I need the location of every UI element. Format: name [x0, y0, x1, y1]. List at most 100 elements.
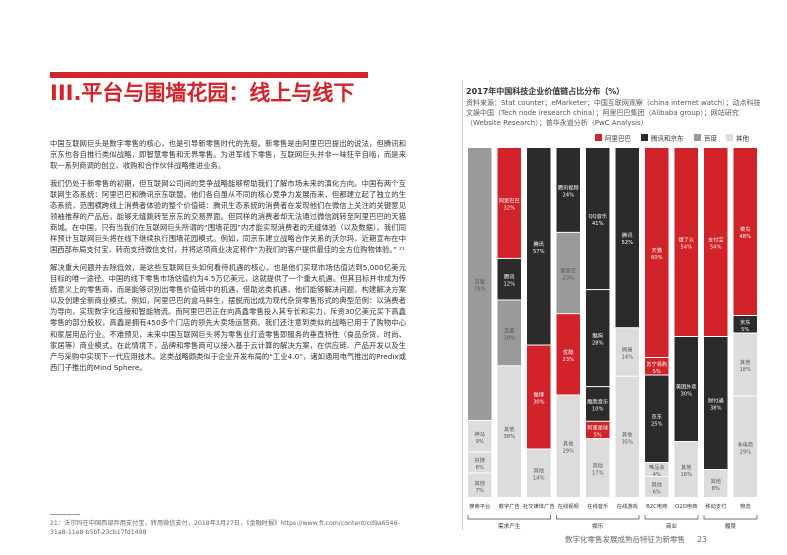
chart-title: 2017年中国科技企业价值链占比分布（%） — [466, 87, 625, 96]
segment-label: 酷狗 — [593, 332, 603, 340]
segment-value: 52% — [621, 240, 633, 246]
segment-value: 4% — [653, 472, 661, 478]
bar-segment — [556, 314, 580, 395]
stage-label: 履赞 — [725, 522, 737, 530]
segment-label: 饿了么 — [678, 236, 694, 244]
paragraph: 解决重大问题并去除低效，是这些互联网巨头如何看待机遇的核心，也是他们实现市场估值… — [50, 262, 406, 372]
segment-label: 其他 — [681, 463, 691, 471]
page-number: 23 — [697, 535, 707, 544]
bar-segment — [645, 148, 669, 357]
segment-label: 财付通 — [708, 397, 724, 405]
segment-value: 41% — [592, 221, 604, 227]
segment-value: 29% — [739, 449, 751, 455]
category-label: 物流 — [740, 502, 751, 510]
bar-segment — [527, 449, 551, 497]
segment-value: 14% — [621, 354, 633, 360]
segment-label: 腾讯 — [622, 231, 633, 239]
segment-value: 30% — [533, 400, 545, 406]
category-label: B2C电商 — [646, 502, 667, 510]
bar-segment — [704, 470, 728, 497]
category-label: 搜索平台 — [469, 502, 490, 510]
paragraph: 我们仍处于新零售的初期，但互联网公司间的竞争战略能够帮助我们了解市场未来的演化方… — [50, 178, 406, 255]
stage-label: 商业 — [666, 522, 678, 530]
bar-segment — [645, 477, 669, 497]
bar-segment — [645, 358, 669, 375]
segment-value: 14% — [533, 476, 545, 482]
legend-label: 腾讯和京东 — [651, 134, 684, 143]
bar-segment — [615, 328, 639, 376]
bar-segment — [733, 148, 757, 315]
title-accent-bar — [50, 72, 368, 78]
bar-segment — [468, 148, 492, 420]
segment-value: 54% — [680, 245, 692, 251]
segment-label: 爱奇艺 — [560, 267, 576, 275]
segment-value: 23% — [562, 276, 574, 282]
legend-swatch — [694, 134, 701, 141]
bar-segment — [586, 421, 610, 439]
segment-label: 其他 — [563, 440, 573, 448]
bar-segment — [556, 395, 580, 497]
bar-segment — [674, 148, 698, 336]
segment-value: 60% — [651, 255, 663, 261]
segment-label: 京东 — [652, 412, 662, 420]
bar-segment — [586, 439, 610, 497]
page-footer: 数字化零售发展成熟后特征为新零售 23 — [565, 534, 707, 545]
segment-label: 百度 — [475, 278, 485, 286]
legend-label: 阿里巴巴 — [605, 134, 632, 143]
stage-bracket — [644, 515, 699, 520]
segment-label: 京东 — [740, 318, 750, 326]
bar-segment — [556, 148, 580, 232]
segment-value: 19% — [503, 335, 515, 341]
stage-bracket — [703, 515, 758, 520]
bar-segment — [674, 337, 698, 441]
segment-value: 5% — [653, 369, 661, 375]
footer-text: 数字化零售发展成熟后特征为新零售 — [565, 535, 685, 544]
segment-value: 10% — [592, 406, 604, 412]
segment-value: 6% — [476, 465, 484, 471]
bar-segment — [497, 300, 521, 366]
segment-label: 唯品会 — [649, 463, 665, 471]
segment-value: 29% — [562, 449, 574, 455]
segment-label: 阿里星球 — [587, 423, 609, 431]
segment-label: 腾讯 — [534, 240, 545, 248]
legend-swatch — [641, 134, 648, 141]
segment-value: 28% — [592, 341, 604, 347]
segment-value: 18% — [739, 367, 751, 373]
segment-label: 非电商 — [737, 440, 753, 448]
bar-segment — [733, 316, 757, 333]
category-label: 在线游戏 — [617, 502, 639, 510]
segment-label: 腾讯 — [504, 273, 515, 281]
bar-segment — [527, 345, 551, 449]
segment-label: 菜鸟 — [740, 225, 750, 233]
category-label: O2O电商 — [675, 502, 697, 510]
segment-label: 其他 — [534, 467, 544, 475]
bar-segment — [468, 452, 492, 473]
legend-label: 其他 — [736, 134, 750, 143]
category-label: 移动支付 — [705, 502, 727, 510]
segment-label: 天猫 — [652, 246, 662, 254]
segment-label: 其他 — [740, 358, 750, 366]
segment-value: 12% — [503, 282, 515, 288]
segment-value: 38% — [710, 406, 722, 412]
stacked-bar-chart: 阿里巴巴 腾讯和京东 百度 其他百度78%神马9%好搜6%其他7%搜索平台阿里巴巴32… — [467, 134, 758, 530]
category-label: 数字广告 — [499, 502, 520, 510]
segment-value: 38% — [503, 434, 515, 440]
bar-segment — [645, 375, 669, 462]
bar-segment — [615, 148, 639, 328]
legend-label: 百度 — [704, 134, 718, 143]
stage-label: 娱乐 — [592, 522, 604, 530]
bar-segment — [556, 232, 580, 314]
segment-value: 24% — [562, 192, 574, 198]
page-title: III.平台与围墙花园：线上与线下 — [50, 81, 355, 105]
bar-segment — [704, 337, 728, 469]
legend-swatch — [726, 134, 733, 141]
category-label: 社交媒体广告 — [523, 502, 555, 510]
segment-label: 其他 — [504, 425, 514, 433]
segment-label: 微博 — [534, 391, 544, 399]
segment-value: 6% — [653, 490, 661, 496]
bar-segment — [586, 387, 610, 421]
segment-label: 百度 — [504, 326, 514, 334]
segment-value: 35% — [621, 439, 633, 445]
segment-value: 8% — [712, 486, 720, 492]
chart-source: 资料来源：Stat counter；eMarketer；中国互联网观察（chin… — [466, 99, 761, 127]
